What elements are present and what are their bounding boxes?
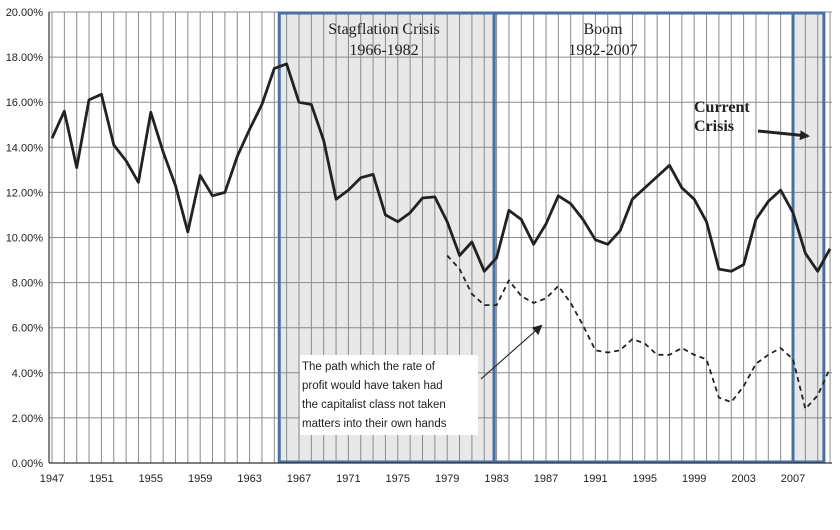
- annotation-box: [300, 355, 478, 435]
- period-label-boom: Boom: [583, 21, 623, 38]
- arrow-current-crisis: [757, 129, 810, 141]
- period-current-crisis-border: [791, 11, 826, 464]
- x-tick-label: 1947: [40, 473, 64, 485]
- period-label-stagflation: Stagflation Crisis: [328, 21, 440, 38]
- x-tick-label: 1955: [139, 473, 163, 485]
- y-tick-label: 6.00%: [12, 323, 43, 335]
- x-tick-label: 1999: [682, 473, 706, 485]
- actual-profit-line: [50, 62, 832, 273]
- period-label-boom: 1982-2007: [568, 42, 637, 59]
- hypothetical-profit-line: [446, 254, 831, 410]
- annotation-path-note: the capitalist class not taken: [302, 399, 446, 411]
- text-labels: Stagflation Crisis 1966-1982 Boom 1982-2007…: [300, 21, 810, 435]
- y-tick-label: 0.00%: [12, 458, 43, 470]
- x-tick-label: 1987: [534, 473, 558, 485]
- y-tick-label: 8.00%: [12, 278, 43, 290]
- annotation-current-crisis: Current: [694, 99, 750, 116]
- y-tick-label: 4.00%: [12, 368, 43, 380]
- arrow-path-note: [480, 324, 543, 380]
- x-tick-label: 2007: [781, 473, 805, 485]
- annotation-path-note: The path which the rate of: [302, 361, 436, 373]
- x-tick-label: 1995: [633, 473, 657, 485]
- axes: 0.00% 2.00% 4.00% 6.00% 8.00% 10.00% 12.00% 14.…: [6, 7, 832, 485]
- x-tick-label: 1959: [188, 473, 212, 485]
- x-tick-label: 1967: [287, 473, 311, 485]
- x-tick-label: 1951: [89, 473, 113, 485]
- annotation-path-note: profit would have taken had: [302, 380, 443, 392]
- annotation-path-note: matters into their own hands: [302, 418, 447, 430]
- y-tick-label: 2.00%: [12, 413, 43, 425]
- x-tick-label: 1963: [237, 473, 261, 485]
- y-tick-label: 18.00%: [6, 52, 44, 64]
- y-tick-label: 14.00%: [6, 142, 44, 154]
- period-label-stagflation: 1966-1982: [349, 42, 418, 59]
- y-tick-label: 16.00%: [6, 97, 44, 109]
- x-tick-label: 1971: [336, 473, 360, 485]
- x-tick-label: 1975: [386, 473, 410, 485]
- x-tick-label: 1991: [583, 473, 607, 485]
- series-lines: [50, 62, 832, 410]
- y-tick-label: 20.00%: [6, 7, 44, 19]
- y-tick-label: 10.00%: [6, 233, 44, 245]
- annotation-current-crisis: Crisis: [694, 118, 734, 135]
- x-tick-label: 2003: [731, 473, 755, 485]
- x-tick-label: 1979: [435, 473, 459, 485]
- x-tick-label: 1983: [484, 473, 508, 485]
- y-tick-label: 12.00%: [6, 187, 44, 199]
